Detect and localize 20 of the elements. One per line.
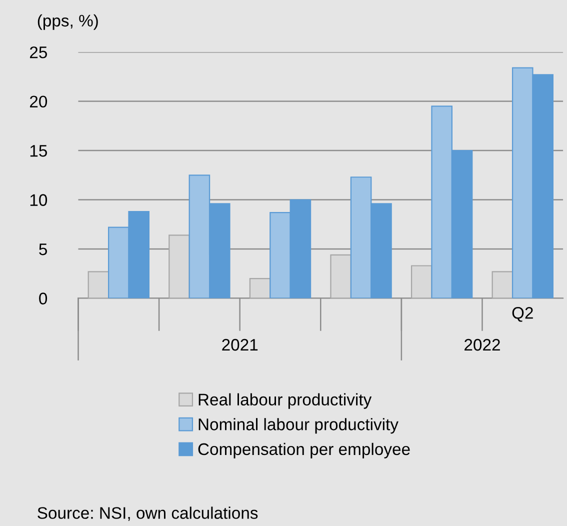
y-tick-label: 10	[30, 194, 48, 206]
x-tick-label: Q2	[512, 307, 533, 322]
y-tick-label: 15	[30, 145, 47, 157]
legend-label: Compensation per employee	[198, 442, 410, 458]
legend-label: Real labour productivity	[198, 393, 372, 409]
y-tick-label: 25	[30, 46, 47, 58]
text: 2021	[222, 338, 258, 351]
bar	[330, 254, 352, 298]
bar	[410, 265, 432, 298]
y-tick-label: 20	[30, 96, 48, 108]
y-axis-title: (pps, %)	[38, 14, 98, 30]
text: 2022	[464, 338, 500, 351]
bar	[492, 271, 514, 298]
y-tick-label: 0	[39, 292, 48, 304]
y-tick-label: 5	[39, 244, 47, 256]
bar	[88, 271, 110, 298]
bar	[249, 278, 271, 298]
source-note: Source: NSI, own calculations	[38, 506, 258, 521]
legend-label: Nominal labour productivity	[198, 418, 398, 434]
bar	[168, 234, 190, 298]
